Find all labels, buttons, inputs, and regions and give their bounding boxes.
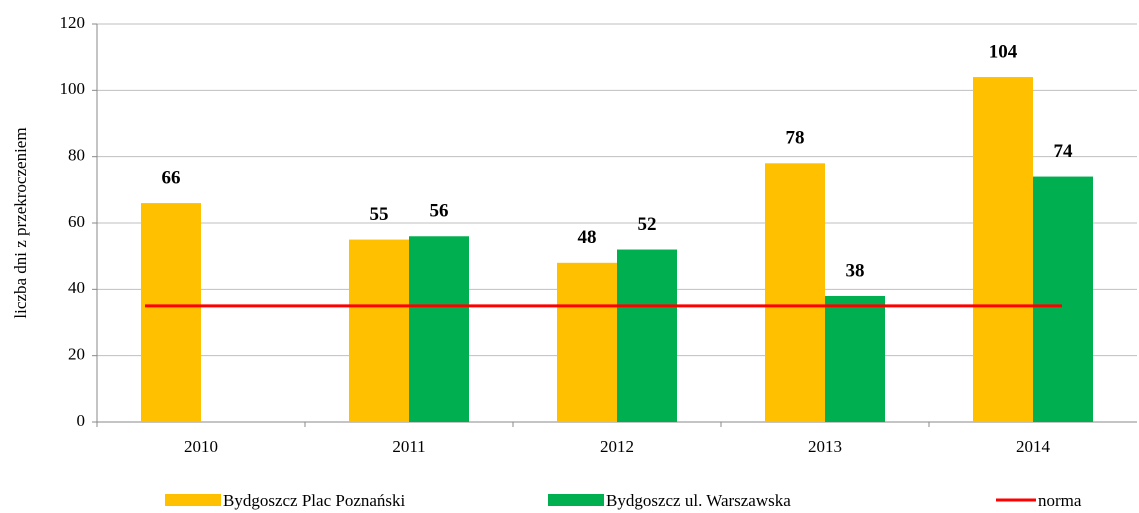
data-label: 74 xyxy=(1054,141,1074,162)
y-tick-label: 20 xyxy=(68,345,85,364)
legend-swatch xyxy=(165,494,221,506)
bar xyxy=(349,239,409,422)
bar xyxy=(141,203,201,422)
x-tick-label: 2011 xyxy=(392,437,425,456)
bar xyxy=(765,163,825,423)
y-tick-label: 40 xyxy=(68,278,85,297)
y-axis-label: liczba dni z przekroczeniem xyxy=(11,127,30,318)
data-label: 104 xyxy=(989,41,1018,62)
data-label: 78 xyxy=(786,128,805,149)
y-tick-label: 100 xyxy=(60,79,86,98)
y-tick-label: 80 xyxy=(68,146,85,165)
bar xyxy=(617,249,677,422)
x-tick-label: 2013 xyxy=(808,437,842,456)
y-tick-label: 60 xyxy=(68,212,85,231)
x-tick-label: 2012 xyxy=(600,437,634,456)
bar xyxy=(825,295,885,422)
legend-label: Bydgoszcz ul. Warszawska xyxy=(606,491,791,510)
bar xyxy=(1033,176,1093,422)
legend-swatch xyxy=(548,494,604,506)
bar xyxy=(973,77,1033,423)
data-label: 55 xyxy=(370,204,389,225)
legend-label: Bydgoszcz Plac Poznański xyxy=(223,491,406,510)
x-tick-label: 2014 xyxy=(1016,437,1051,456)
data-label: 52 xyxy=(638,214,657,235)
data-label: 66 xyxy=(162,167,181,188)
legend-label: norma xyxy=(1038,491,1082,510)
y-tick-label: 0 xyxy=(77,411,86,430)
bar xyxy=(557,262,617,422)
x-tick-label: 2010 xyxy=(184,437,218,456)
y-tick-label: 120 xyxy=(60,13,86,32)
data-label: 48 xyxy=(578,227,597,248)
data-label: 38 xyxy=(846,260,865,281)
data-label: 56 xyxy=(430,201,449,222)
bar xyxy=(409,236,469,422)
